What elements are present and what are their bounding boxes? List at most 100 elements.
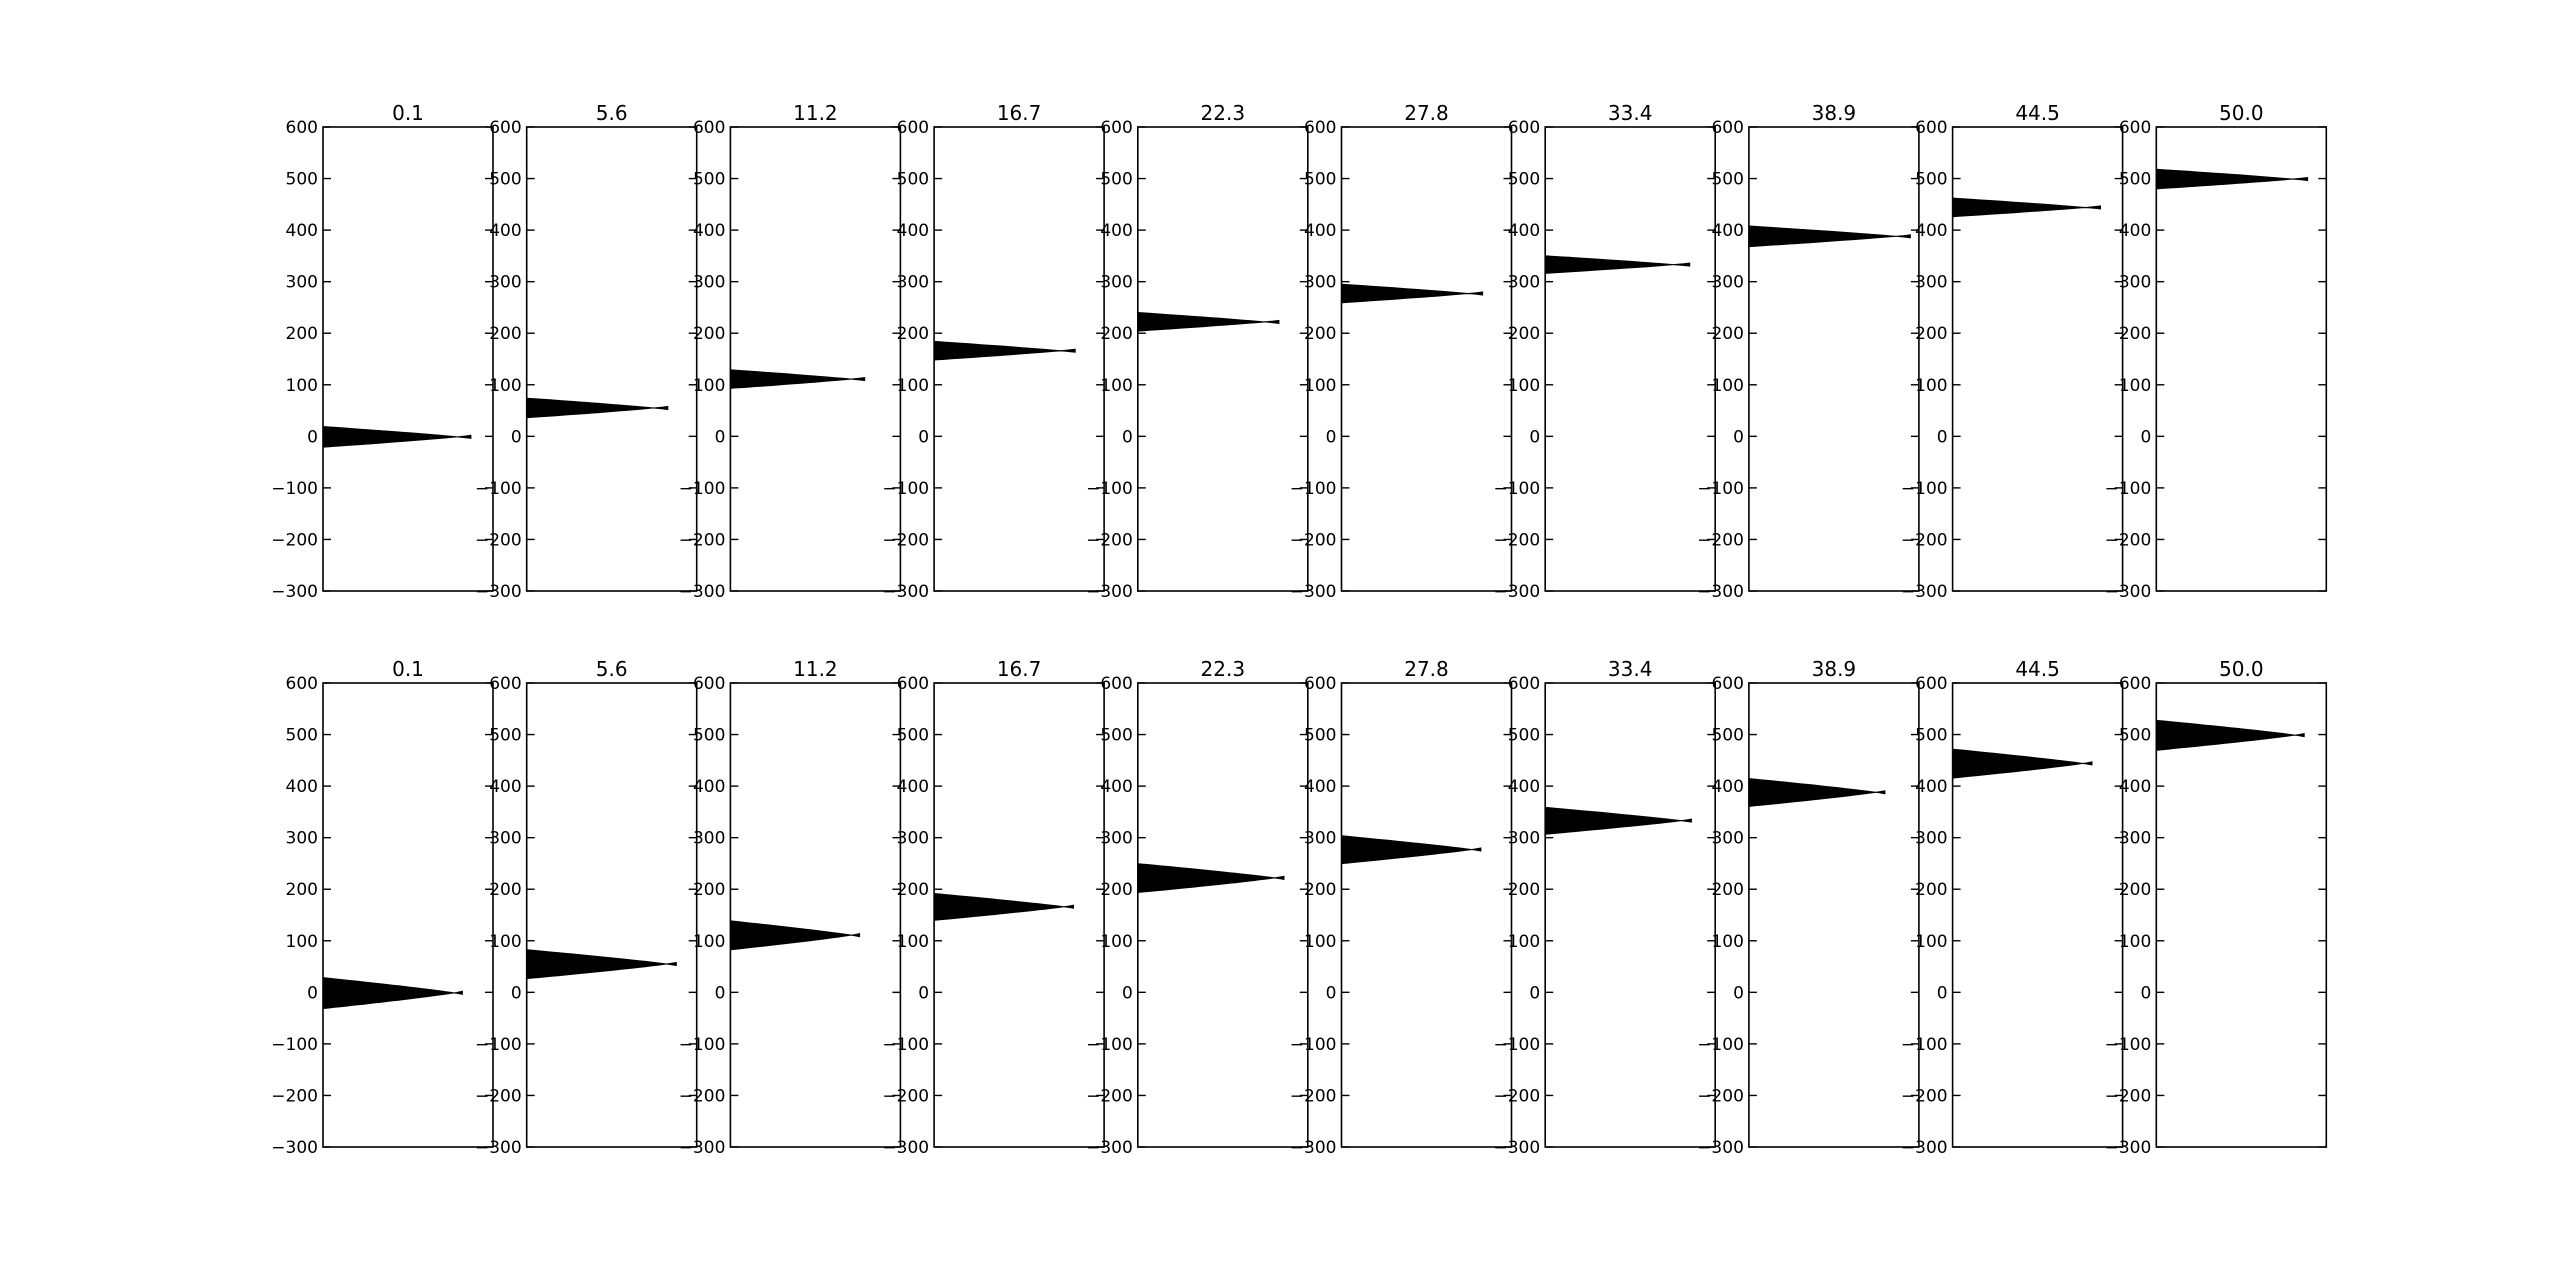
y-tick-label: 500 [1508,170,1540,190]
y-tick-label: −100 [271,479,318,499]
panel-frame [1340,682,1513,1148]
y-tick-label: 600 [1915,674,1947,694]
y-tick-label: 600 [1100,118,1132,138]
y-tick-label: 600 [2119,118,2151,138]
y-tick-label: 0 [511,983,522,1003]
y-tick-label: 100 [286,932,318,952]
y-tick-label: −200 [882,530,929,550]
y-tick-label: −200 [1086,1086,1133,1106]
y-tick-label: 100 [897,376,929,396]
y-tick-label: 200 [286,880,318,900]
distribution-area [1544,255,1691,274]
panel: −300 −200 −100 0 100 200 300 400 500 600 33.4 [1493,101,1716,602]
panel-frame [1544,126,1716,592]
panel-title: 33.4 [1608,101,1653,125]
panel-frame [729,126,902,592]
y-tick-label: −200 [475,1086,522,1106]
panel-title: 27.8 [1404,101,1449,125]
panel: −300 −200 −100 0 100 200 300 400 500 600 5.6 [475,101,698,602]
panel-title: 50.0 [2219,101,2264,125]
y-tick-label: 400 [1711,777,1743,797]
distribution-area [2155,719,2305,751]
y-tick-label: −100 [1493,1035,1540,1055]
panel-title: 22.3 [1201,101,1246,125]
distribution-area [933,340,1076,361]
y-tick-label: −300 [1086,1138,1133,1158]
distribution-area [2155,168,2309,190]
y-tick-label: −300 [475,1138,522,1158]
y-tick-label: 300 [1100,829,1132,849]
y-tick-label: −200 [1901,530,1948,550]
y-tick-label: 100 [1304,932,1336,952]
y-tick-label: 100 [693,376,725,396]
panel-frame [322,682,494,1148]
y-tick-label: −300 [679,1138,726,1158]
y-tick-label: 600 [1100,674,1132,694]
panel-title: 22.3 [1201,657,1246,681]
y-tick-label: −100 [1697,479,1744,499]
panel: −300 −200 −100 0 100 200 300 400 500 600 22.3 [1086,101,1309,602]
y-tick-label: 300 [286,829,318,849]
y-tick-label: −200 [2105,1086,2152,1106]
y-tick-label: 500 [1915,726,1947,746]
y-tick-label: 600 [693,118,725,138]
y-tick-label: 400 [1304,777,1336,797]
panel: −300 −200 −100 0 100 200 300 400 500 600 22.3 [1086,657,1309,1158]
panel-title: 50.0 [2219,657,2264,681]
y-tick-label: −300 [1697,1138,1744,1158]
panel-title: 27.8 [1404,657,1449,681]
y-tick-label: 100 [1100,932,1132,952]
y-tick-label: 200 [489,880,521,900]
y-tick-label: 600 [897,118,929,138]
y-tick-label: −200 [271,530,318,550]
y-tick-label: −300 [1493,1138,1540,1158]
y-tick-label: −200 [1697,1086,1744,1106]
y-tick-label: 200 [1100,324,1132,344]
panel-title: 0.1 [392,657,424,681]
panel-row-1: −300 −200 −100 0 100 200 300 400 500 600 0.1 −300 −2… [271,101,2328,602]
y-tick-label: 500 [1711,726,1743,746]
y-tick-label: 0 [1529,427,1540,447]
panel: −300 −200 −100 0 100 200 300 400 500 600 5.6 [475,657,698,1158]
y-tick-label: 200 [897,880,929,900]
y-tick-label: 400 [1915,777,1947,797]
y-tick-label: −300 [271,582,318,602]
y-tick-label: 200 [1100,880,1132,900]
y-tick-label: 100 [2119,376,2151,396]
y-tick-label: −300 [271,1138,318,1158]
y-tick-label: 100 [897,932,929,952]
panel: −300 −200 −100 0 100 200 300 400 500 600 33.4 [1493,657,1716,1158]
y-tick-label: 400 [693,777,725,797]
y-tick-label: −100 [1086,479,1133,499]
y-tick-label: 200 [286,324,318,344]
y-tick-label: 400 [1100,221,1132,241]
y-tick-label: 300 [693,829,725,849]
y-tick-label: 600 [2119,674,2151,694]
panel-row-2: −300 −200 −100 0 100 200 300 400 500 600 0.1 −300 −2… [271,657,2328,1158]
y-tick-label: 200 [693,880,725,900]
y-tick-label: −300 [1086,582,1133,602]
y-tick-label: 400 [489,777,521,797]
distribution-area [322,977,463,1010]
y-tick-label: 200 [1711,880,1743,900]
panel-title: 0.1 [392,101,424,125]
y-tick-label: 0 [715,983,726,1003]
y-tick-label: 600 [286,674,318,694]
y-tick-label: 0 [1326,983,1337,1003]
y-tick-label: 0 [1733,983,1744,1003]
y-tick-label: 200 [693,324,725,344]
y-tick-label: 300 [2119,273,2151,293]
y-tick-label: −100 [679,1035,726,1055]
panel: −300 −200 −100 0 100 200 300 400 500 600 16.7 [882,101,1105,602]
y-tick-label: −300 [1493,582,1540,602]
y-tick-label: 200 [1304,324,1336,344]
y-tick-label: 100 [1915,376,1947,396]
panel: −300 −200 −100 0 100 200 300 400 500 600 38.9 [1697,657,1920,1158]
y-tick-label: 600 [693,674,725,694]
y-tick-label: 100 [1508,932,1540,952]
y-tick-label: 100 [693,932,725,952]
panel-frame [1137,126,1309,592]
y-tick-label: 500 [286,170,318,190]
panel-frame [1748,682,1920,1148]
y-tick-label: −200 [1290,530,1337,550]
